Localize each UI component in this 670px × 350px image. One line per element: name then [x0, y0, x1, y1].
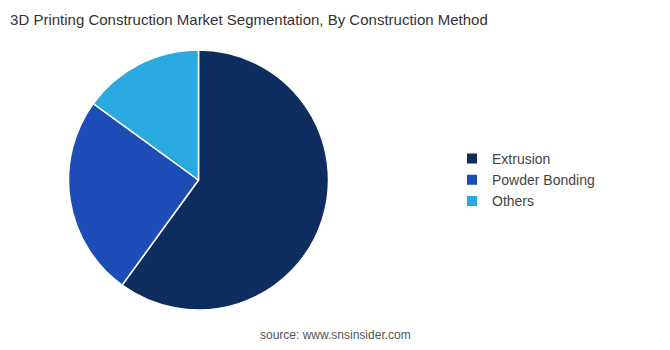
- svg-text:Powder Bonding: Powder Bonding: [492, 172, 595, 188]
- svg-text:source: www.snsinsider.com: source: www.snsinsider.com: [260, 328, 411, 342]
- svg-text:Others: Others: [492, 193, 534, 209]
- svg-text:Extrusion: Extrusion: [492, 151, 550, 167]
- svg-text:3D Printing Construction Marke: 3D Printing Construction Market Segmenta…: [10, 11, 488, 28]
